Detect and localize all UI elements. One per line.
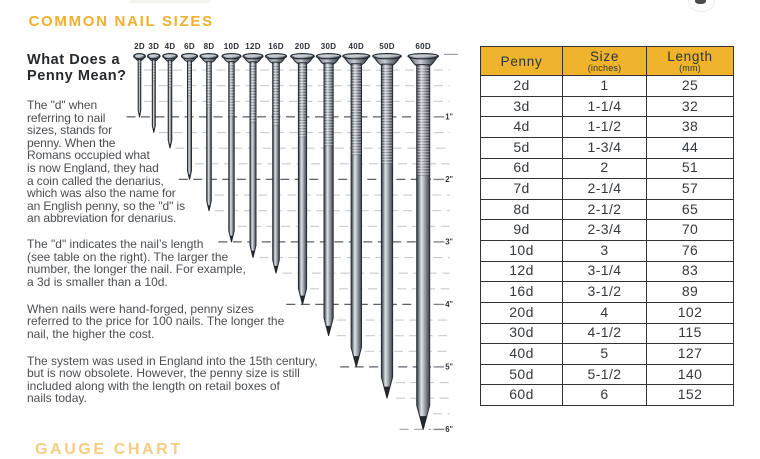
svg-text:50D: 50D (379, 42, 395, 51)
svg-text:6D: 6D (184, 42, 195, 51)
svg-text:3D: 3D (148, 42, 159, 51)
svg-text:60D: 60D (415, 42, 431, 51)
svg-text:10D: 10D (224, 42, 240, 51)
svg-text:6": 6" (445, 425, 453, 434)
svg-text:8D: 8D (204, 42, 215, 51)
svg-text:30D: 30D (321, 42, 337, 51)
svg-text:2": 2" (445, 175, 453, 184)
svg-text:12D: 12D (245, 42, 261, 51)
svg-text:5": 5" (445, 363, 453, 372)
svg-text:3": 3" (445, 238, 453, 247)
svg-text:4D: 4D (165, 42, 176, 51)
svg-text:2D: 2D (134, 42, 145, 51)
svg-text:16D: 16D (268, 42, 284, 51)
svg-text:1": 1" (445, 113, 453, 122)
svg-text:40D: 40D (349, 42, 365, 51)
svg-text:4": 4" (445, 300, 453, 309)
svg-text:20D: 20D (295, 42, 311, 51)
